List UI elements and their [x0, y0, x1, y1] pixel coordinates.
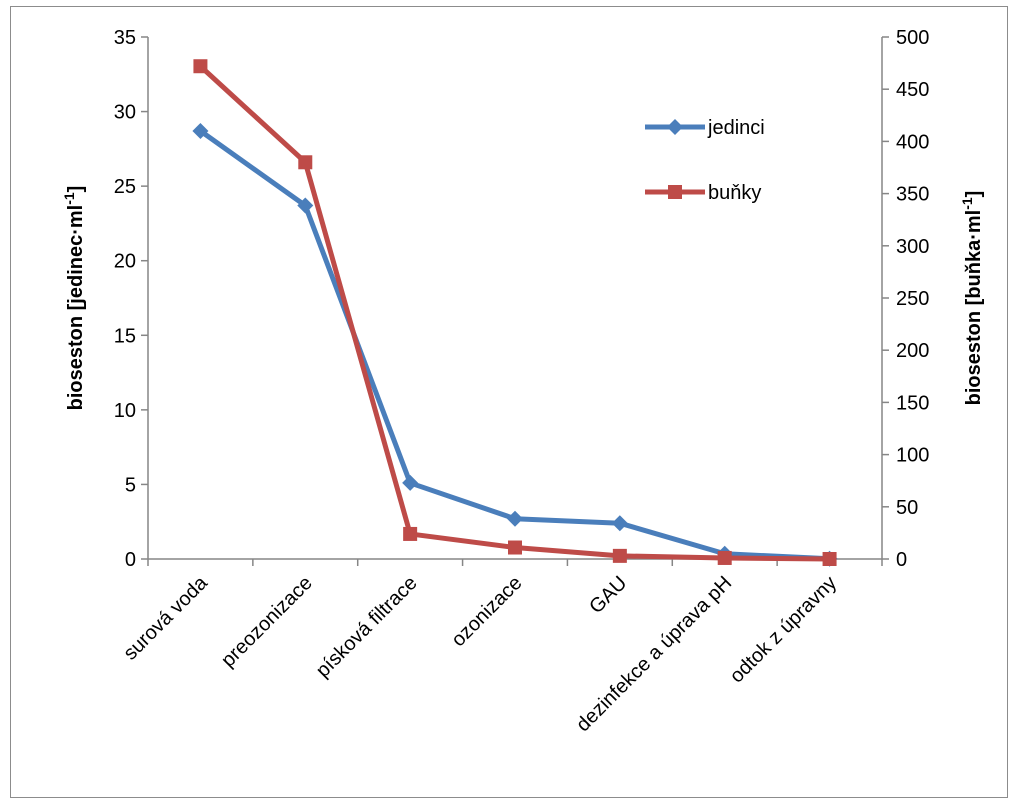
legend-label: jedinci [707, 117, 765, 139]
axes [147, 37, 883, 560]
data-point [402, 474, 419, 491]
data-point [403, 526, 418, 541]
right-tick-label: 50 [896, 497, 918, 519]
data-point [508, 540, 522, 555]
data-point [298, 155, 313, 170]
right-tick-label: 150 [896, 392, 929, 414]
data-point [611, 515, 628, 532]
left-tick-label: 35 [114, 27, 136, 49]
right-tick-label: 450 [896, 79, 929, 101]
series-line [198, 64, 830, 562]
data-point [192, 122, 209, 139]
left-axis-ticks: 0 5 10 15 20 25 30 35 [114, 27, 148, 571]
legend-marker [668, 185, 682, 199]
right-tick-label: 250 [896, 288, 929, 310]
x-tick-label: odtok z úpravny [726, 572, 841, 687]
left-tick-label: 5 [125, 474, 136, 496]
right-axis-ticks: 0 50 100 150 200 250 300 350 400 450 500 [882, 27, 929, 571]
right-axis-title: bioseston [buňka·ml-1] [959, 191, 985, 406]
data-point [717, 550, 732, 565]
data-point [822, 552, 837, 566]
series-layer [192, 59, 838, 567]
data-point [507, 510, 523, 527]
data-point [612, 548, 627, 563]
left-axis-title: bioseston [jedinec·ml-1] [61, 186, 87, 411]
left-tick-label: 25 [114, 176, 136, 198]
right-tick-label: 400 [896, 131, 929, 153]
data-point [297, 197, 314, 214]
series-buňky [193, 59, 837, 566]
left-tick-label: 30 [114, 102, 136, 124]
right-tick-label: 500 [896, 27, 929, 49]
left-tick-label: 10 [114, 400, 136, 422]
right-tick-label: 200 [896, 340, 929, 362]
legend-marker [667, 119, 683, 135]
right-tick-label: 100 [896, 445, 929, 467]
right-tick-label: 0 [896, 549, 907, 571]
data-point [193, 59, 208, 74]
right-tick-label: 300 [896, 236, 929, 258]
right-tick-label: 350 [896, 184, 929, 206]
left-tick-label: 15 [114, 325, 136, 347]
left-tick-label: 20 [114, 251, 136, 273]
x-tick-label: písková filtrace [312, 572, 422, 682]
x-tick-label: preozonizace [217, 572, 317, 672]
legend-label: buňky [708, 182, 761, 204]
left-tick-label: 0 [125, 549, 136, 571]
legend: jedinci buňky [645, 117, 765, 204]
x-tick-label: ozonizace [447, 572, 526, 651]
chart-frame [10, 6, 1008, 798]
x-tick-label: surová voda [119, 571, 212, 664]
x-tick-label: GAU [585, 572, 631, 618]
